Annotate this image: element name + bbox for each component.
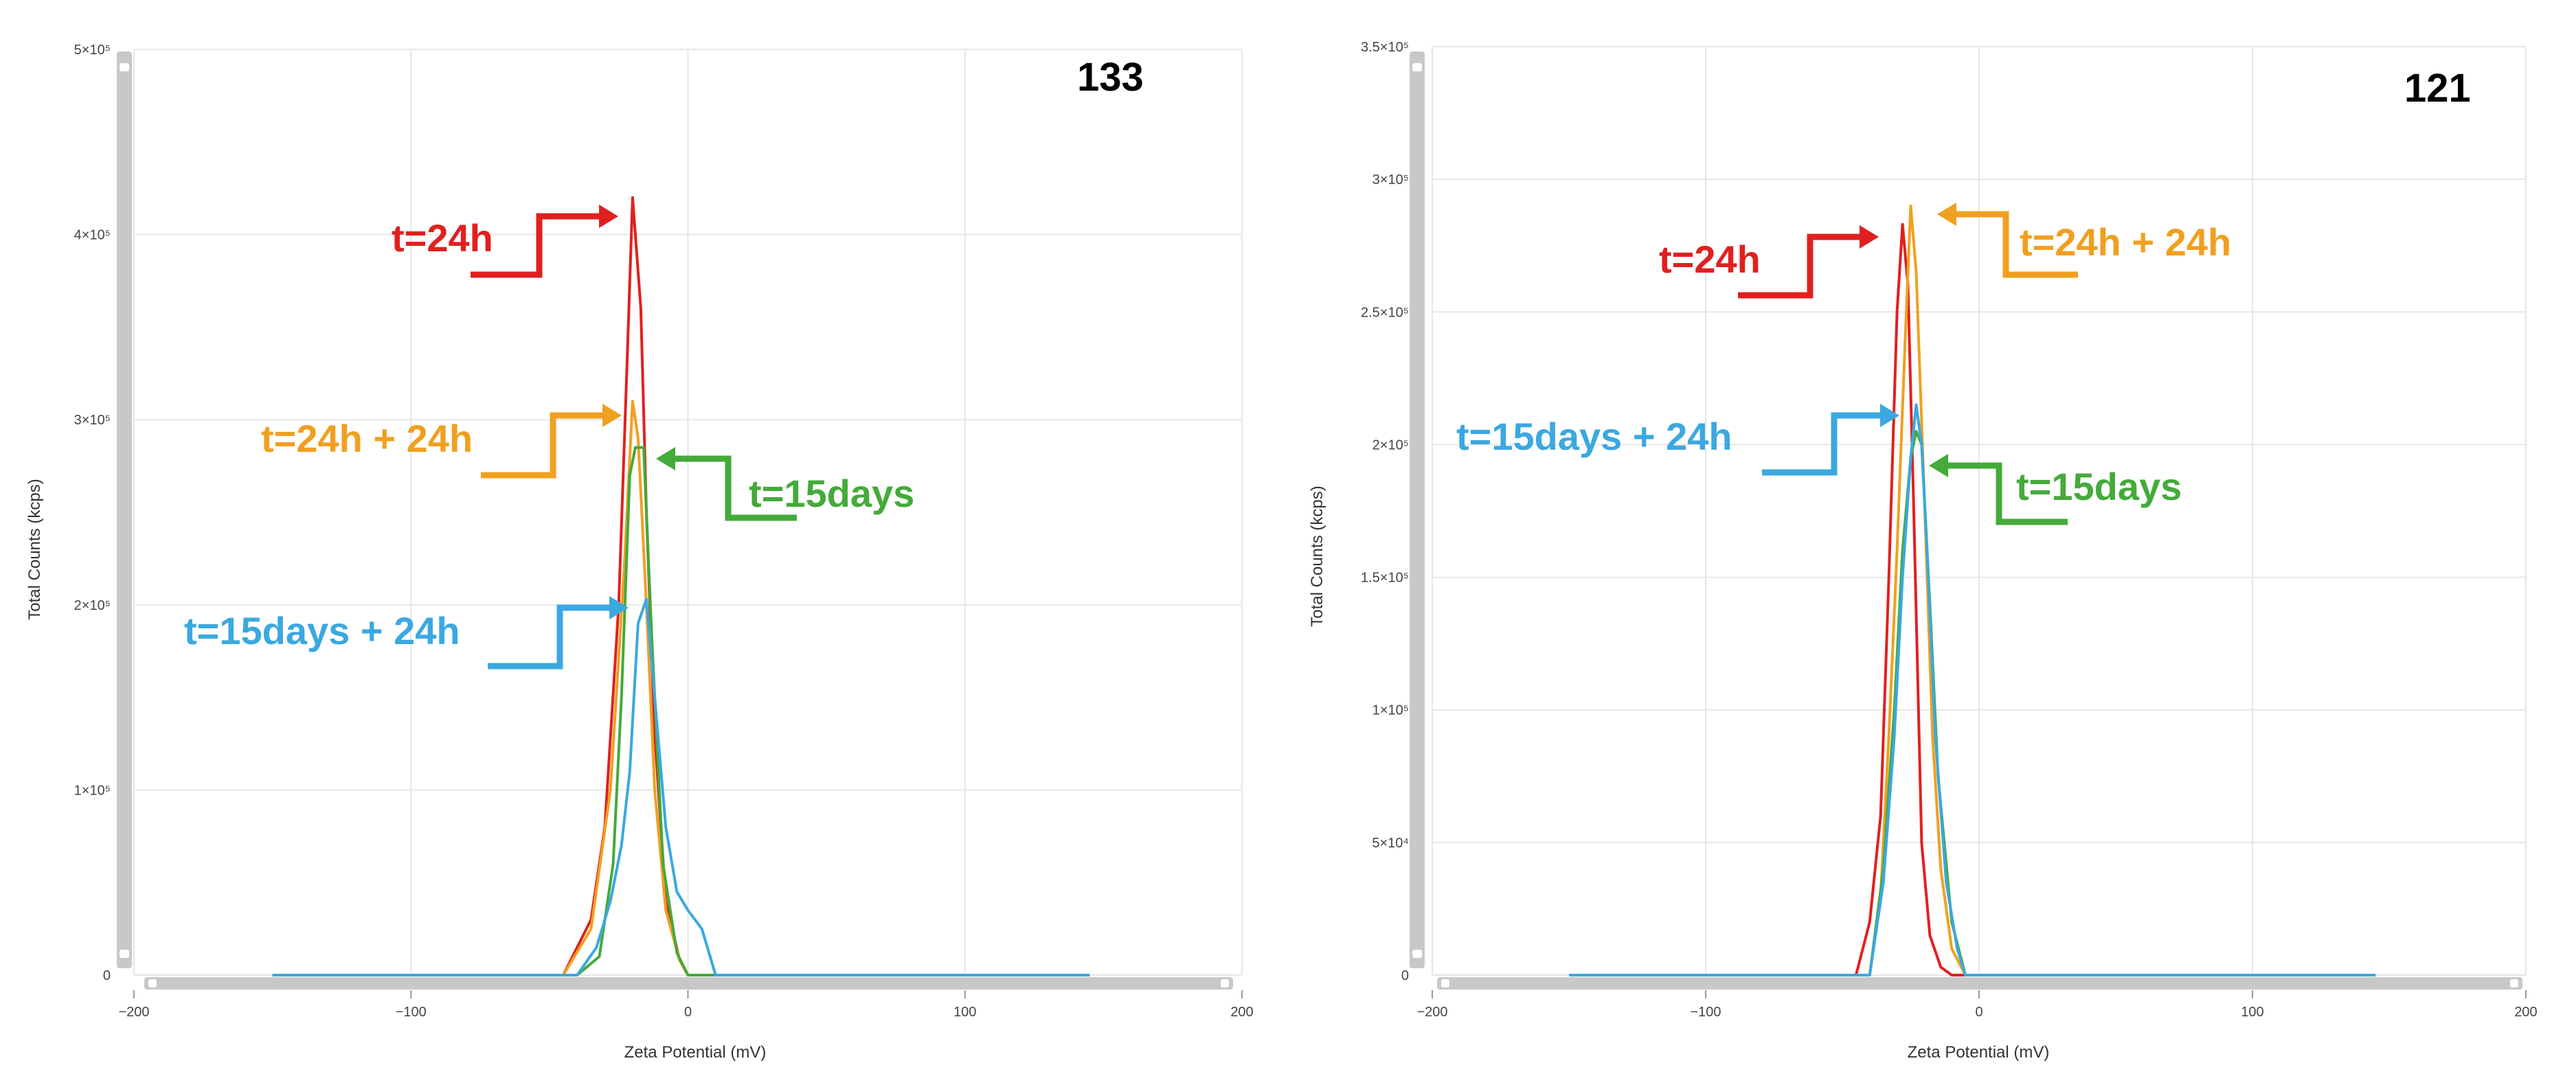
chart-133: 0 1×10⁵ 2×10⁵ 3×10⁵ 4×10⁵ 5×10⁵ −200 −100 0 100 2… <box>25 43 1254 1062</box>
y-tick-label: 2.5×10⁵ <box>1361 305 1409 320</box>
annotation-label: t=15days + 24h <box>1456 415 1732 458</box>
series-line-t-24h <box>272 196 1090 976</box>
annotation-arrow <box>488 604 615 670</box>
x-tick-label: −100 <box>396 1005 427 1020</box>
y-tick-label: 1.5×10⁵ <box>1361 571 1409 586</box>
y-tick-label: 0 <box>1401 968 1409 983</box>
vertical-scrollbar-track[interactable] <box>1410 52 1425 968</box>
horizontal-scrollbar[interactable] <box>144 977 1233 990</box>
series-line-t-15days <box>1569 430 2376 976</box>
horizontal-scrollbar[interactable] <box>1437 977 2522 990</box>
vertical-scrollbar[interactable] <box>1410 52 1425 968</box>
annotation-label: t=24h <box>392 216 493 260</box>
arrow-head <box>656 447 675 470</box>
annotation-label: t=15days <box>749 472 914 515</box>
annotation-t15days-24h: t=15days + 24h <box>184 596 629 670</box>
annotation-t24h-24h: t=24h + 24h <box>1937 203 2231 278</box>
horizontal-scrollbar-grip-left[interactable] <box>148 979 157 987</box>
annotation-arrow <box>481 412 608 479</box>
arrow-head <box>1860 225 1879 249</box>
y-tick-label: 3.5×10⁵ <box>1361 40 1409 55</box>
x-tick-label: 200 <box>1230 1005 1253 1020</box>
y-axis-title: Total Counts (kcps) <box>1308 485 1326 626</box>
y-tick-label: 5×10⁵ <box>74 43 111 58</box>
series-line-t-15days <box>272 446 1090 976</box>
annotation-t15days-24h: t=15days + 24h <box>1456 404 1899 476</box>
x-tick-label: 100 <box>2241 1005 2263 1020</box>
y-tick-label: 5×10⁴ <box>1372 836 1409 851</box>
vertical-scrollbar-grip-top[interactable] <box>120 63 129 71</box>
vertical-scrollbar-track[interactable] <box>117 52 132 968</box>
y-tick-label: 3×10⁵ <box>1372 172 1409 187</box>
y-tick-label: 2×10⁵ <box>74 598 111 613</box>
annotation-label: t=15days <box>2016 465 2182 508</box>
annotation-label: t=24h + 24h <box>2020 220 2231 264</box>
arrow-head <box>602 404 622 427</box>
horizontal-scrollbar-grip-right[interactable] <box>1221 979 1229 987</box>
arrow-head <box>599 205 618 228</box>
x-axis-title: Zeta Potential (mV) <box>624 1043 767 1062</box>
x-tick-labels: −200 −100 0 100 200 <box>1416 1005 2537 1020</box>
series-lines <box>272 196 1090 976</box>
annotation-arrow <box>1738 233 1865 299</box>
vertical-scrollbar-grip-bottom[interactable] <box>1412 950 1422 958</box>
series-line-t-15days-24h <box>272 597 1090 976</box>
annotation-t24h-24h: t=24h + 24h <box>261 404 622 479</box>
y-tick-label: 3×10⁵ <box>74 413 111 428</box>
series-line-t-15days-24h <box>1569 403 2376 976</box>
annotation-arrow <box>670 455 797 521</box>
x-tick-label: 0 <box>684 1005 692 1020</box>
y-tick-label: 2×10⁵ <box>1372 437 1409 453</box>
y-tick-label: 1×10⁵ <box>74 783 111 798</box>
vertical-scrollbar-grip-top[interactable] <box>1412 63 1422 71</box>
arrow-head <box>1937 203 1956 226</box>
annotation-label: t=24h + 24h <box>261 417 473 460</box>
annotation-label: t=24h <box>1659 238 1761 281</box>
y-axis-title: Total Counts (kcps) <box>25 479 44 619</box>
annotation-t15days: t=15days <box>656 447 914 521</box>
annotation-label: t=15days + 24h <box>184 609 460 652</box>
arrow-head <box>1929 454 1948 477</box>
panel-tag: 121 <box>2404 66 2471 111</box>
y-tick-label: 1×10⁵ <box>1372 703 1409 718</box>
annotation-t24h: t=24h <box>392 205 618 278</box>
horizontal-scrollbar-grip-left[interactable] <box>1441 979 1449 987</box>
annotation-t15days: t=15days <box>1929 454 2182 525</box>
series-lines <box>1569 204 2376 976</box>
series-line-t-24h <box>1569 222 2376 976</box>
x-tick-label: −200 <box>1416 1005 1447 1020</box>
vertical-scrollbar[interactable] <box>117 52 132 968</box>
panel-tag: 133 <box>1077 55 1144 100</box>
series-line-t-24h-24h <box>1569 204 2376 976</box>
x-tick-labels: −200 −100 0 100 200 <box>118 1005 1253 1020</box>
arrow-head <box>1880 404 1899 427</box>
x-tick-label: 200 <box>2514 1005 2537 1020</box>
grid-lines <box>1432 46 2527 998</box>
series-line-t-24h-24h <box>272 400 1090 976</box>
y-tick-label: 4×10⁵ <box>74 228 111 243</box>
chart-121: 0 5×10⁴ 1×10⁵ 1.5×10⁵ 2×10⁵ 2.5×10⁵ 3×10⁵ 3.5×1… <box>1308 40 2538 1062</box>
horizontal-scrollbar-track[interactable] <box>144 977 1233 990</box>
y-tick-labels: 0 1×10⁵ 2×10⁵ 3×10⁵ 4×10⁵ 5×10⁵ <box>74 43 111 983</box>
vertical-scrollbar-grip-bottom[interactable] <box>120 950 129 958</box>
x-tick-label: 100 <box>953 1005 976 1020</box>
annotation-arrow <box>471 213 605 278</box>
y-tick-labels: 0 5×10⁴ 1×10⁵ 1.5×10⁵ 2×10⁵ 2.5×10⁵ 3×10⁵ 3.5×1… <box>1361 40 1409 983</box>
x-tick-label: −100 <box>1690 1005 1721 1020</box>
x-tick-label: 0 <box>1975 1005 1982 1020</box>
annotation-arrow <box>1762 412 1886 476</box>
annotation-arrow <box>1943 462 2068 525</box>
horizontal-scrollbar-grip-right[interactable] <box>2510 979 2518 987</box>
y-tick-label: 0 <box>103 968 111 983</box>
annotation-arrow <box>1951 211 2078 278</box>
annotation-t24h: t=24h <box>1659 225 1879 299</box>
x-tick-label: −200 <box>118 1005 149 1020</box>
arrow-head <box>609 596 629 619</box>
horizontal-scrollbar-track[interactable] <box>1437 977 2522 990</box>
x-axis-title: Zeta Potential (mV) <box>1908 1043 2050 1062</box>
grid-lines <box>133 49 1243 998</box>
